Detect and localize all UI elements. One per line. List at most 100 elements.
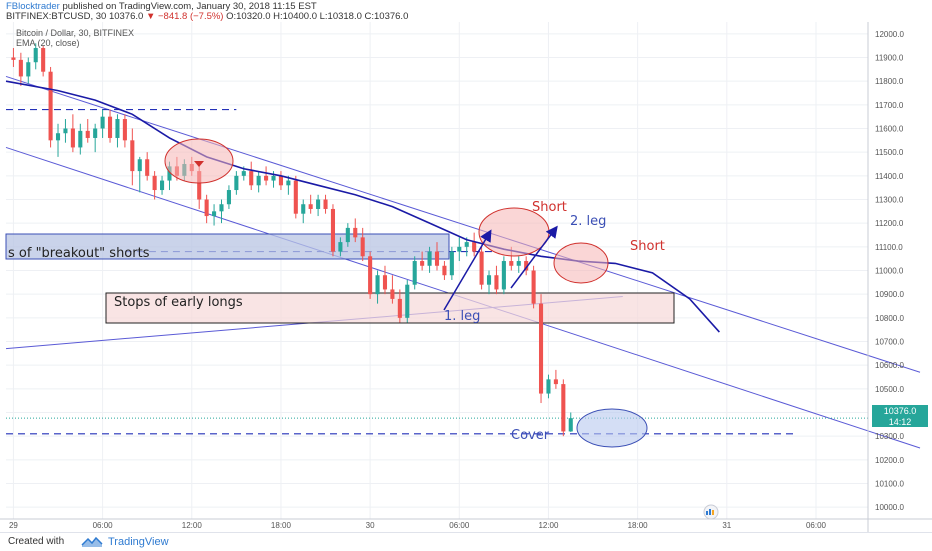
x-tick-label: 06:00 [93, 521, 114, 530]
candle [449, 246, 454, 280]
leg-1-label: 1. leg [444, 309, 480, 324]
short-zone-circle-2 [553, 242, 609, 284]
candle [93, 123, 98, 153]
x-tick-label: 18:00 [628, 521, 649, 530]
candle [501, 256, 506, 295]
candle [204, 194, 209, 224]
y-tick-label: 12000.0 [875, 30, 904, 39]
y-tick-label: 10600.0 [875, 361, 904, 370]
y-tick-label: 11000.0 [875, 267, 904, 276]
candle [122, 114, 127, 148]
candle [308, 194, 313, 214]
price-badges: 10376.0 14:12 [872, 405, 928, 427]
candle [70, 114, 75, 153]
candle [553, 369, 558, 389]
short-label-2: Short [630, 239, 665, 254]
y-tick-label: 10800.0 [875, 314, 904, 323]
ema-line [5, 80, 720, 333]
candle [338, 237, 343, 257]
axes: 10000.010100.010200.010300.010400.010500… [0, 22, 932, 532]
legend-indicator: EMA (20, close) [16, 38, 80, 48]
y-tick-label: 11500.0 [875, 148, 904, 157]
tradingview-brand[interactable]: TradingView [108, 536, 169, 548]
channel-line [5, 75, 921, 373]
y-tick-label: 11700.0 [875, 101, 904, 110]
y-tick-label: 11100.0 [875, 243, 903, 252]
publication-line: FBlocktrader published on TradingView.co… [6, 1, 317, 12]
y-tick-label: 10100.0 [875, 480, 904, 489]
y-tick-label: 11200.0 [875, 219, 904, 228]
breakout-shorts-box [5, 233, 450, 260]
published-text: published on TradingView.com, January 30… [62, 1, 317, 12]
x-tick-label: 30 [366, 521, 375, 530]
candle [397, 289, 402, 323]
y-tick-label: 11800.0 [875, 77, 904, 86]
ohlc-text: O:10320.0 H:10400.0 L:10318.0 C:10376.0 [226, 11, 409, 22]
candle [18, 52, 23, 86]
y-tick-label: 11300.0 [875, 196, 904, 205]
candle [486, 270, 492, 295]
candlesticks [11, 43, 573, 437]
x-tick-label: 06:00 [449, 521, 470, 530]
candle [524, 256, 529, 276]
candle [546, 374, 551, 399]
candle [293, 175, 298, 219]
candle [434, 242, 440, 271]
annotation-boxes: s of "breakout" shorts Stops of early lo… [5, 233, 675, 324]
countdown-text: 14:12 [889, 417, 912, 427]
tradingview-watermark-icon [703, 504, 719, 520]
annotation-labels: Short Short 1. leg 2. leg Cover [444, 200, 665, 443]
leg-2-label: 2. leg [570, 214, 606, 229]
candle [412, 256, 417, 290]
candle [212, 204, 217, 226]
y-tick-label: 10000.0 [875, 503, 904, 512]
candle [41, 45, 46, 77]
candle [264, 166, 269, 186]
early-longs-stops-box [105, 292, 675, 324]
y-tick-label: 10500.0 [875, 385, 904, 394]
candle [249, 161, 254, 191]
cover-zone-circle [576, 408, 648, 448]
candle [256, 171, 261, 193]
candle [516, 256, 521, 273]
candle [301, 199, 306, 224]
author-link[interactable]: FBlocktrader [6, 1, 60, 12]
cover-label: Cover [511, 428, 550, 443]
created-with-text: Created with [8, 536, 65, 547]
candle [78, 123, 83, 155]
publication-header: FBlocktrader published on TradingView.co… [0, 0, 932, 22]
tradingview-logo-icon [81, 536, 103, 547]
candle [115, 114, 120, 148]
ema-polyline [5, 80, 720, 333]
candle [330, 204, 336, 257]
candle [85, 119, 90, 143]
candle [457, 237, 462, 262]
candle [323, 194, 328, 214]
candle [568, 412, 573, 432]
y-tick-label: 10900.0 [875, 290, 904, 299]
last-value: 10376.0 [108, 11, 144, 22]
y-tick-label: 11900.0 [875, 54, 904, 63]
candle [160, 175, 165, 195]
candle [427, 246, 432, 273]
y-tick-label: 11400.0 [875, 172, 904, 181]
candle [48, 66, 53, 148]
symbol-line: BITFINEX:BTCUSD, 30 10376.0 ▼ −841.8 (−7… [6, 11, 408, 22]
candle [561, 379, 566, 437]
candle [472, 232, 477, 257]
candle [531, 265, 536, 309]
down-arrow-icon: ▼ [145, 11, 156, 22]
symbol-text: BITFINEX:BTCUSD, 30 [6, 11, 107, 22]
legend-title: Bitcoin / Dollar, 30, BITFINEX [16, 28, 134, 38]
x-tick-label: 31 [722, 521, 731, 530]
footer-bar: Created with TradingView [0, 532, 932, 551]
horizontal-levels [6, 108, 868, 435]
candle [390, 275, 395, 304]
candle [11, 48, 16, 67]
candle [226, 185, 231, 209]
candle [345, 223, 350, 247]
y-tick-label: 10700.0 [875, 338, 904, 347]
breakout-shorts-label: s of "breakout" shorts [8, 246, 150, 261]
down-marker-icon [194, 161, 204, 167]
